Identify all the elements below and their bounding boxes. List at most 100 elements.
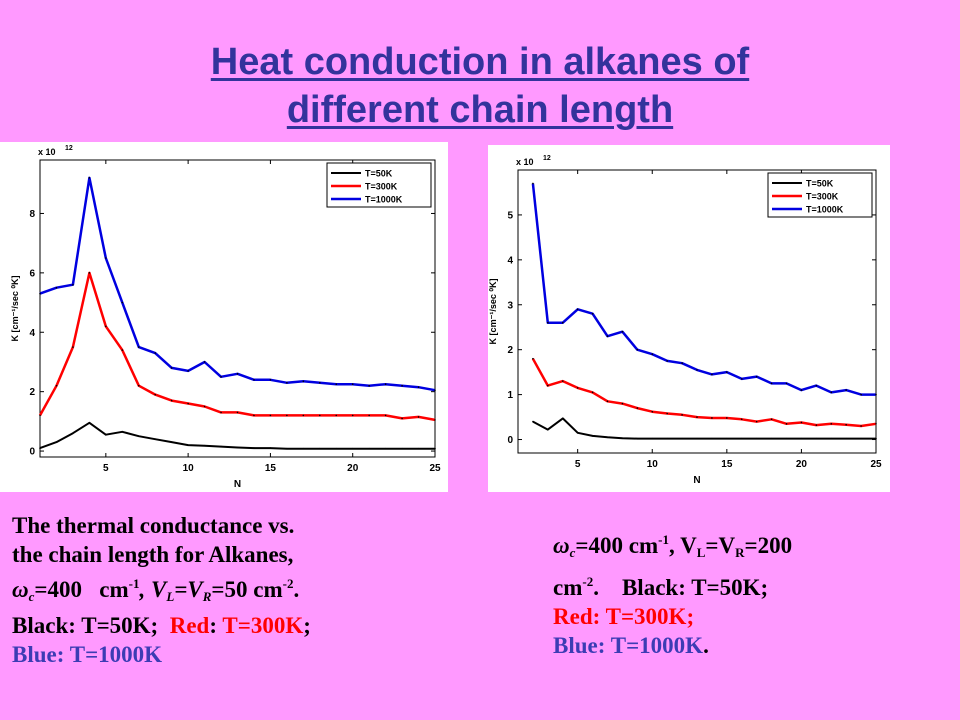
left-caption-line-1: The thermal conductance vs. <box>12 513 295 538</box>
data-point <box>137 435 140 438</box>
data-point <box>666 412 668 415</box>
data-point <box>770 418 773 421</box>
data-point <box>576 431 579 434</box>
velocity-value: =50 <box>211 577 248 602</box>
data-point <box>368 384 370 387</box>
axis-multiplier: x 10 <box>38 147 56 157</box>
data-point <box>770 382 773 385</box>
right-caption-line-2: cm-2. Black: T=50K; <box>553 567 792 602</box>
legend-entry: T=50K <box>806 179 834 189</box>
data-point <box>785 423 788 425</box>
unit-cm-2: cm <box>253 577 283 602</box>
data-point <box>384 383 387 386</box>
x-axis-label: N <box>234 479 241 490</box>
data-point <box>253 378 255 381</box>
x-tick-label: 10 <box>183 463 195 474</box>
data-point <box>154 352 157 354</box>
legend-entry: T=300K <box>365 182 398 192</box>
data-point <box>187 370 189 372</box>
data-point <box>711 437 713 440</box>
data-point <box>711 417 713 419</box>
data-point <box>203 405 206 408</box>
data-point <box>726 371 728 373</box>
axis-multiplier-exponent: 12 <box>543 155 551 162</box>
y-tick-label: 8 <box>29 209 35 220</box>
x-tick-label: 15 <box>721 459 733 470</box>
x-tick-label: 5 <box>103 463 109 474</box>
series-line-t-50k <box>532 417 876 440</box>
subscript-c-right: c <box>569 545 576 560</box>
period: . <box>293 577 300 602</box>
data-point <box>253 414 255 417</box>
data-point <box>800 437 803 440</box>
data-point <box>121 430 124 433</box>
y-axis-label: K [cm⁻¹/sec ⁰K] <box>488 279 498 345</box>
data-point <box>845 437 847 440</box>
subscript-R-right: R <box>735 545 745 560</box>
x-tick-label: 20 <box>796 459 808 470</box>
data-point <box>417 386 420 389</box>
slide-title: Heat conduction in alkanes of different … <box>0 38 960 134</box>
data-point <box>88 422 91 424</box>
data-point <box>384 414 387 417</box>
data-point <box>621 402 624 405</box>
data-point <box>39 447 41 449</box>
data-point <box>318 447 321 450</box>
y-tick-label: 0 <box>29 447 35 458</box>
data-point <box>830 391 833 394</box>
left-caption: The thermal conductance vs. the chain le… <box>12 511 311 669</box>
x-tick-label: 25 <box>870 459 882 470</box>
data-point <box>636 437 639 440</box>
data-point <box>636 348 639 351</box>
data-point <box>55 441 58 443</box>
data-point <box>253 447 255 449</box>
data-point <box>286 381 288 384</box>
axis-multiplier-exponent: 12 <box>65 145 73 152</box>
data-point <box>591 435 594 437</box>
subscript-L-right: L <box>696 545 706 560</box>
exp-minus2: -2 <box>282 576 294 591</box>
right-chart-panel: 5 10 15 20 25 0 1 2 3 4 5 N K [cm⁻¹/sec ⁰K] x 10 12 T=5… <box>488 145 890 492</box>
data-point <box>860 393 862 396</box>
data-point <box>72 432 74 435</box>
data-point <box>681 437 683 440</box>
data-point <box>137 384 140 387</box>
data-point <box>203 361 206 363</box>
data-point <box>755 437 758 440</box>
left-chart-panel: 5 10 15 20 25 0 2 4 6 8 N K [cm⁻¹/sec ⁰K] x 10 12 T=50… <box>0 142 448 492</box>
data-point <box>39 292 41 295</box>
y-tick-label: 5 <box>507 210 513 221</box>
data-point <box>137 346 140 348</box>
omega-symbol: ω <box>12 577 29 602</box>
data-point <box>401 447 403 450</box>
period-right-2: . <box>703 633 709 658</box>
data-point <box>726 417 728 419</box>
data-point <box>236 411 239 414</box>
data-point <box>547 321 549 324</box>
data-point <box>755 420 758 423</box>
data-point <box>351 414 354 417</box>
data-point <box>286 414 288 417</box>
plot-area <box>39 159 436 458</box>
y-tick-label: 4 <box>507 255 513 266</box>
data-point <box>830 437 833 440</box>
x-tick-label: 10 <box>647 459 659 470</box>
data-point <box>203 444 206 447</box>
data-point <box>335 383 338 386</box>
data-point <box>547 428 549 431</box>
data-point <box>351 447 354 450</box>
data-point <box>591 312 594 315</box>
data-point <box>401 417 403 420</box>
velocity-left-label-right: , V <box>669 533 697 558</box>
data-point <box>875 423 877 425</box>
x-tick-label: 20 <box>347 463 359 474</box>
right-caption: ωc=400 cm-1, VL=VR=200 cm-2. Black: T=50… <box>553 525 792 660</box>
velocity-right-label: =V <box>174 577 203 602</box>
data-point <box>55 286 58 289</box>
data-point <box>417 416 420 418</box>
legend-entry: T=300K <box>806 192 839 202</box>
data-point <box>696 416 698 418</box>
blue-label-right: Blue: T=1000K <box>553 633 704 658</box>
data-point <box>651 353 654 355</box>
